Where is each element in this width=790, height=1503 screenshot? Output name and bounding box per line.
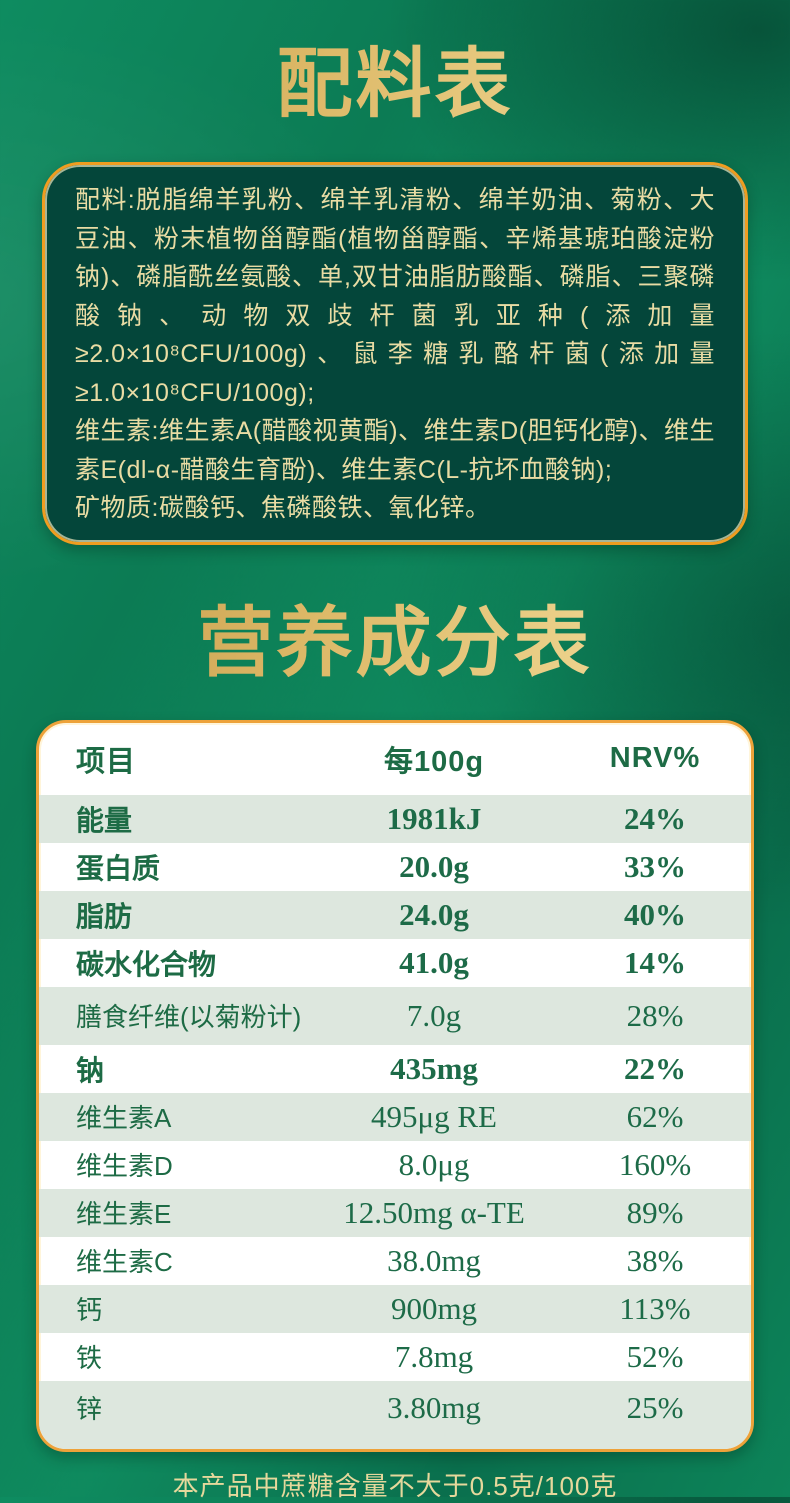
nutrient-name: 碳水化合物 bbox=[76, 948, 217, 980]
nutrient-nrv: 113% bbox=[619, 1290, 691, 1326]
nutrient-name: 脂肪 bbox=[76, 900, 133, 932]
nutrient-nrv: 22% bbox=[624, 1050, 686, 1086]
nutrition-row: 钙 900mg 113% bbox=[39, 1284, 751, 1333]
nutrient-name: 锌 bbox=[76, 1394, 103, 1424]
ingredients-paragraph-main: 配料:脱脂绵羊乳粉、绵羊乳清粉、绵羊奶油、菊粉、大豆油、粉末植物甾醇酯(植物甾醇… bbox=[75, 186, 715, 407]
nutrition-table-body: 能量 1981kJ 24% 蛋白质 20.0g 33% 脂肪 24.0g 40%… bbox=[39, 794, 751, 1449]
nutrient-name: 维生素C bbox=[76, 1247, 173, 1277]
nutrient-value: 7.8mg bbox=[394, 1338, 474, 1374]
nutrient-nrv: 25% bbox=[626, 1389, 684, 1425]
nutrient-value: 1981kJ bbox=[386, 800, 482, 836]
nutrient-name: 钠 bbox=[76, 1054, 105, 1086]
nutrition-row: 能量 1981kJ 24% bbox=[39, 794, 751, 843]
nutrient-value: 24.0g bbox=[399, 896, 469, 932]
nutrition-row: 钠 435mg 22% bbox=[39, 1045, 751, 1093]
nutrition-row: 脂肪 24.0g 40% bbox=[39, 890, 751, 939]
nutrition-row: 维生素E 12.50mg α-TE 89% bbox=[39, 1188, 751, 1237]
nutrient-value: 3.80mg bbox=[387, 1389, 481, 1425]
nutrition-row: 维生素C 38.0mg 38% bbox=[39, 1237, 751, 1285]
nutrient-value: 7.0g bbox=[406, 997, 462, 1033]
nutrient-nrv: 33% bbox=[624, 848, 686, 884]
nutrient-value: 495μg RE bbox=[371, 1098, 497, 1134]
ingredients-paragraph-vitamins: 维生素:维生素A(醋酸视黄酯)、维生素D(胆钙化醇)、维生素E(dl-α-醋酸生… bbox=[75, 417, 715, 484]
nutrition-table-card: 项目 每100g NRV% 能量 1981kJ 24% 蛋白质 20.0g 33… bbox=[36, 719, 754, 1452]
nutrient-value: 900mg bbox=[390, 1290, 478, 1326]
nutrition-table-header: 项目 每100g NRV% bbox=[39, 723, 751, 795]
nutrient-nrv: 62% bbox=[626, 1098, 684, 1134]
nutrient-name: 蛋白质 bbox=[76, 852, 161, 884]
nutrient-name: 维生素E bbox=[76, 1199, 172, 1229]
nutrition-row: 铁 7.8mg 52% bbox=[39, 1333, 751, 1381]
header-item: 项目 bbox=[76, 745, 137, 778]
nutrient-value: 20.0g bbox=[399, 848, 469, 884]
nutrition-row: 维生素D 8.0μg 160% bbox=[39, 1141, 751, 1189]
header-per-100g: 每100g bbox=[383, 745, 485, 778]
nutrient-value: 8.0μg bbox=[398, 1146, 470, 1182]
nutrient-nrv: 40% bbox=[624, 896, 686, 932]
nutrient-nrv: 28% bbox=[626, 997, 684, 1033]
nutrition-row: 锌 3.80mg 25% bbox=[39, 1380, 751, 1449]
nutrient-value: 41.0g bbox=[399, 944, 469, 980]
nutrient-name: 膳食纤维(以菊粉计) bbox=[76, 1002, 302, 1032]
nutrient-nrv: 38% bbox=[626, 1242, 684, 1278]
nutrient-name: 能量 bbox=[76, 804, 133, 836]
ingredients-paragraph-minerals: 矿物质:碳酸钙、焦磷酸铁、氧化锌。 bbox=[75, 494, 491, 522]
nutrient-value: 435mg bbox=[390, 1050, 478, 1086]
nutrition-row: 维生素A 495μg RE 62% bbox=[39, 1092, 751, 1141]
nutrient-nrv: 160% bbox=[618, 1146, 692, 1182]
nutrient-nrv: 52% bbox=[626, 1338, 684, 1374]
nutrition-row: 碳水化合物 41.0g 14% bbox=[39, 939, 751, 987]
nutrient-nrv: 14% bbox=[624, 944, 686, 980]
nutrition-row: 蛋白质 20.0g 33% bbox=[39, 843, 751, 891]
nutrient-name: 钙 bbox=[76, 1295, 103, 1325]
nutrient-name: 铁 bbox=[76, 1343, 103, 1373]
nutrient-nrv: 89% bbox=[626, 1194, 684, 1230]
nutrient-name: 维生素D bbox=[76, 1151, 173, 1181]
nutrient-value: 38.0mg bbox=[387, 1242, 481, 1278]
ingredients-title: 配料表 bbox=[0, 42, 790, 127]
sucrose-footnote: 本产品中蔗糖含量不大于0.5克/100克 bbox=[172, 1470, 618, 1501]
nutrient-name: 维生素A bbox=[76, 1103, 172, 1133]
header-nrv-percent: NRV% bbox=[609, 742, 701, 774]
nutrient-value: 12.50mg α-TE bbox=[343, 1194, 525, 1230]
ingredients-box: 配料:脱脂绵羊乳粉、绵羊乳清粉、绵羊奶油、菊粉、大豆油、粉末植物甾醇酯(植物甾醇… bbox=[42, 162, 748, 545]
nutrition-row: 膳食纤维(以菊粉计) 7.0g 28% bbox=[39, 986, 751, 1045]
nutrient-nrv: 24% bbox=[624, 800, 686, 836]
nutrition-title: 营养成分表 bbox=[0, 601, 790, 686]
